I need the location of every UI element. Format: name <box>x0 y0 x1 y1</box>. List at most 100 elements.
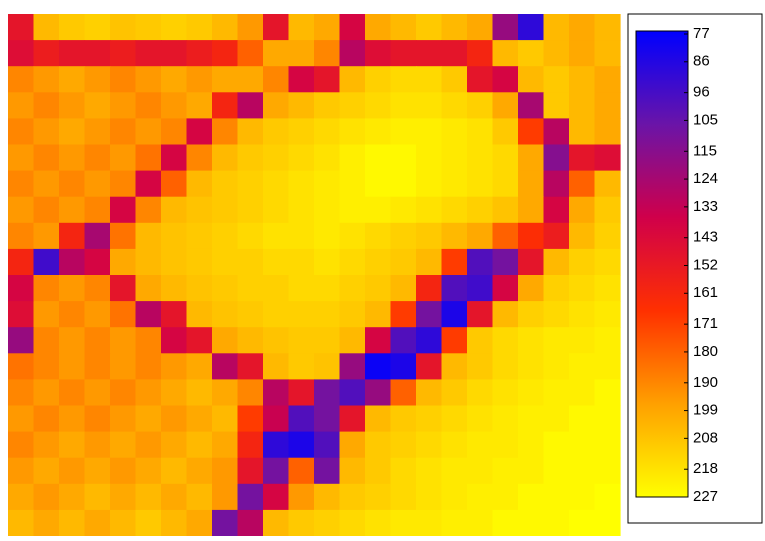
heatmap-cell <box>467 275 494 302</box>
heatmap-cell <box>135 14 162 41</box>
heatmap-cell <box>186 170 213 198</box>
heatmap-cell <box>263 248 290 276</box>
heatmap-cell <box>186 118 213 146</box>
heatmap-cell <box>8 144 35 172</box>
heatmap-cell <box>237 14 264 41</box>
heatmap-cell <box>59 170 86 198</box>
colorbar-tick-label: 124 <box>693 170 718 187</box>
heatmap-cell <box>161 40 188 67</box>
heatmap-cell <box>339 275 366 302</box>
heatmap-cell <box>59 144 86 172</box>
heatmap-cell <box>339 196 366 224</box>
heatmap-cell <box>110 170 137 198</box>
heatmap-cell <box>263 353 290 380</box>
heatmap-cell <box>492 222 519 250</box>
heatmap-cell <box>492 40 519 67</box>
heatmap-cell <box>263 431 290 459</box>
heatmap-cell <box>594 222 621 250</box>
heatmap-cell <box>237 66 264 93</box>
heatmap-cell <box>33 275 60 302</box>
heatmap-cell <box>594 431 621 459</box>
heatmap <box>8 14 621 537</box>
heatmap-cell <box>365 144 392 172</box>
heatmap-cell <box>518 118 545 146</box>
heatmap-cell <box>390 40 417 67</box>
heatmap-cell <box>110 483 137 511</box>
colorbar-tick-label: 77 <box>693 25 710 42</box>
heatmap-cell <box>135 248 162 276</box>
heatmap-cell <box>212 40 239 67</box>
colorbar-tick-label: 190 <box>693 374 718 391</box>
heatmap-cell <box>263 118 290 146</box>
heatmap-cell <box>110 248 137 276</box>
heatmap-cell <box>594 66 621 93</box>
heatmap-cell <box>390 196 417 224</box>
heatmap-cell <box>288 327 315 354</box>
heatmap-cell <box>237 248 264 276</box>
heatmap-cell <box>441 170 468 198</box>
heatmap-cell <box>416 92 443 119</box>
heatmap-cell <box>416 222 443 250</box>
heatmap-cell <box>467 457 494 485</box>
heatmap-cell <box>186 196 213 224</box>
heatmap-cell <box>135 509 162 537</box>
heatmap-cell <box>569 509 596 537</box>
heatmap-cell <box>441 327 468 354</box>
heatmap-cell <box>594 483 621 511</box>
heatmap-cell <box>339 222 366 250</box>
heatmap-cell <box>441 118 468 146</box>
heatmap-cell <box>365 509 392 537</box>
heatmap-cell <box>416 118 443 146</box>
heatmap-cell <box>33 483 60 511</box>
heatmap-cell <box>441 353 468 380</box>
heatmap-cell <box>339 118 366 146</box>
heatmap-cell <box>518 92 545 119</box>
heatmap-cell <box>186 222 213 250</box>
heatmap-cell <box>467 196 494 224</box>
heatmap-cell <box>84 40 111 67</box>
heatmap-cell <box>365 327 392 354</box>
heatmap-cell <box>186 40 213 67</box>
heatmap-cell <box>365 353 392 380</box>
heatmap-cell <box>212 170 239 198</box>
heatmap-cell <box>390 405 417 433</box>
colorbar-tick-label: 96 <box>693 84 710 101</box>
heatmap-cell <box>339 301 366 328</box>
heatmap-cell <box>314 431 341 459</box>
heatmap-cell <box>365 248 392 276</box>
heatmap-cell <box>518 327 545 354</box>
heatmap-cell <box>212 353 239 380</box>
heatmap-cell <box>237 379 264 407</box>
heatmap-cell <box>569 14 596 41</box>
heatmap-cell <box>314 40 341 67</box>
heatmap-cell <box>365 431 392 459</box>
heatmap-cell <box>543 144 570 172</box>
heatmap-cell <box>492 405 519 433</box>
heatmap-cell <box>543 92 570 119</box>
heatmap-cell <box>543 379 570 407</box>
heatmap-cell <box>161 196 188 224</box>
heatmap-cell <box>237 222 264 250</box>
heatmap-cell <box>84 405 111 433</box>
heatmap-cell <box>110 40 137 67</box>
heatmap-cell <box>339 353 366 380</box>
heatmap-cell <box>492 170 519 198</box>
heatmap-cell <box>543 118 570 146</box>
heatmap-cell <box>594 118 621 146</box>
heatmap-cell <box>288 66 315 93</box>
heatmap-cell <box>135 170 162 198</box>
heatmap-cell <box>467 118 494 146</box>
heatmap-cell <box>339 457 366 485</box>
heatmap-cell <box>237 509 264 537</box>
heatmap-cell <box>543 431 570 459</box>
heatmap-cell <box>339 66 366 93</box>
heatmap-cell <box>518 405 545 433</box>
heatmap-cell <box>161 431 188 459</box>
heatmap-cell <box>33 40 60 67</box>
heatmap-cell <box>8 66 35 93</box>
heatmap-cell <box>594 14 621 41</box>
heatmap-cell <box>8 40 35 67</box>
heatmap-cell <box>569 92 596 119</box>
heatmap-cell <box>263 144 290 172</box>
heatmap-cell <box>110 14 137 41</box>
